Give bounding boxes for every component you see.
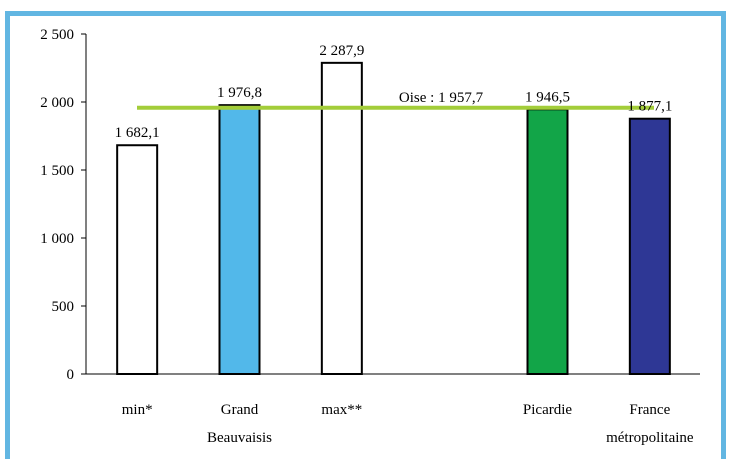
bars [116, 61, 671, 375]
axes: 0 500 1 000 1 500 2 000 2 500 [40, 27, 700, 383]
data-label: 1 682,1 [115, 125, 160, 141]
data-labels: 1 682,1 1 976,8 2 287,9 1 946,5 1 877,1 [115, 43, 673, 141]
bar [526, 108, 569, 375]
category-label: Picardie [523, 402, 572, 418]
data-label: 1 946,5 [525, 89, 570, 105]
reference-line-group: Oise : 1 957,7 [137, 90, 654, 110]
data-label: 2 287,9 [319, 43, 364, 59]
y-tick-label: 2 000 [40, 95, 74, 111]
bar [218, 104, 261, 375]
chart-frame [5, 11, 726, 459]
y-tick-label: 500 [52, 299, 75, 315]
data-label: 1 877,1 [627, 99, 672, 115]
y-tick-label: 1 000 [40, 231, 74, 247]
bar [116, 144, 159, 375]
category-label: métropolitaine [606, 430, 694, 446]
category-label: France [629, 402, 670, 418]
category-label: Beauvaisis [207, 430, 272, 446]
category-label: min* [122, 402, 153, 418]
y-tick-label: 0 [67, 367, 75, 383]
bar [320, 61, 363, 375]
category-label: Grand [221, 402, 259, 418]
category-labels: min* Grand Beauvaisis max** Picardie France mé… [122, 402, 694, 446]
data-label: 1 976,8 [217, 85, 262, 101]
reference-line-label: Oise : 1 957,7 [399, 90, 484, 106]
y-tick-label: 1 500 [40, 163, 74, 179]
category-label: max** [321, 402, 362, 418]
bar [628, 117, 671, 375]
frame-top-edge [0, 0, 736, 11]
y-tick-label: 2 500 [40, 27, 74, 43]
